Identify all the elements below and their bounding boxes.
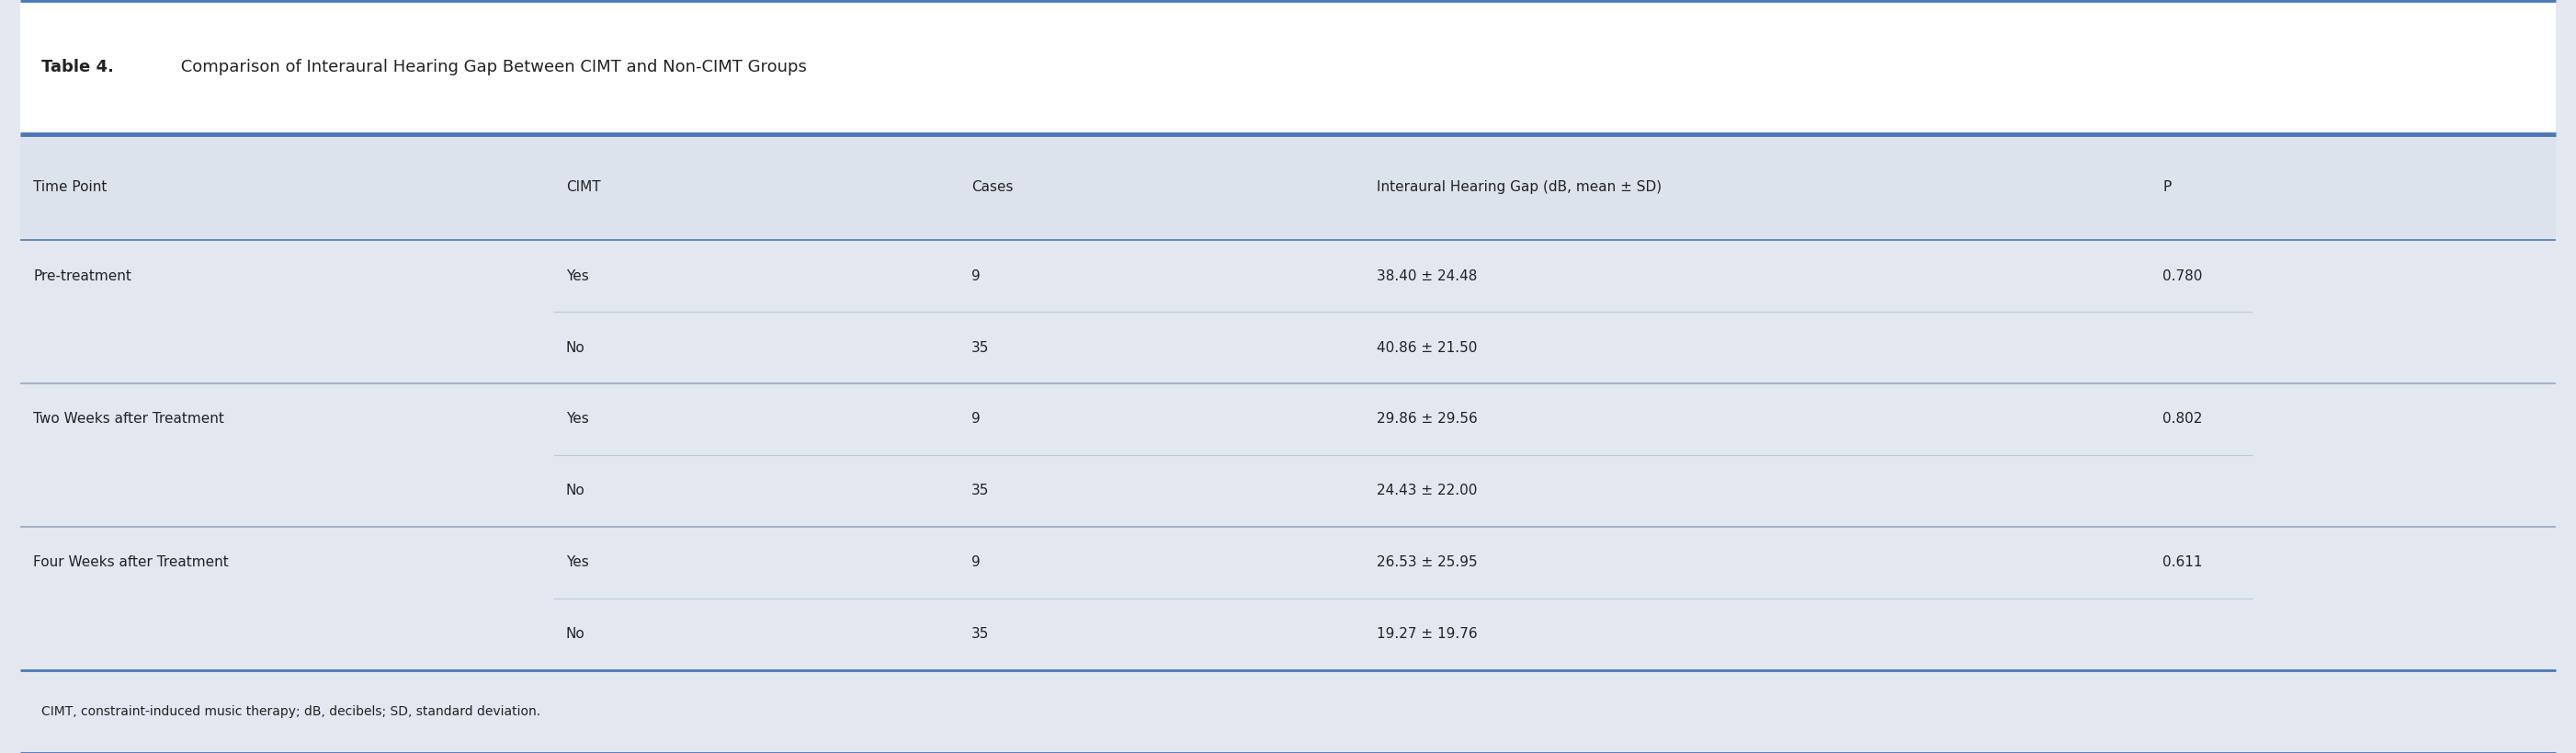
Text: 40.86 ± 21.50: 40.86 ± 21.50 xyxy=(1378,340,1479,355)
Text: Yes: Yes xyxy=(567,413,587,426)
Text: 0.780: 0.780 xyxy=(2164,269,2202,283)
Text: CIMT, constraint-induced music therapy; dB, decibels; SD, standard deviation.: CIMT, constraint-induced music therapy; … xyxy=(41,705,541,718)
Text: Yes: Yes xyxy=(567,556,587,569)
Text: No: No xyxy=(567,340,585,355)
Text: Yes: Yes xyxy=(567,269,587,283)
Text: No: No xyxy=(567,627,585,641)
Text: Comparison of Interaural Hearing Gap Between CIMT and Non-CIMT Groups: Comparison of Interaural Hearing Gap Bet… xyxy=(175,59,806,75)
Text: Time Point: Time Point xyxy=(33,180,108,194)
Text: 9: 9 xyxy=(971,413,981,426)
Text: CIMT: CIMT xyxy=(567,180,600,194)
Text: 9: 9 xyxy=(971,556,981,569)
Text: Two Weeks after Treatment: Two Weeks after Treatment xyxy=(33,413,224,426)
Text: 9: 9 xyxy=(971,269,981,283)
Text: 19.27 ± 19.76: 19.27 ± 19.76 xyxy=(1378,627,1479,641)
Text: 35: 35 xyxy=(971,627,989,641)
Text: Table 4.: Table 4. xyxy=(41,59,113,75)
Bar xyxy=(21,670,2555,753)
Text: 26.53 ± 25.95: 26.53 ± 25.95 xyxy=(1378,556,1479,569)
Bar xyxy=(21,134,2555,240)
Bar xyxy=(21,240,2555,670)
Text: Interaural Hearing Gap (dB, mean ± SD): Interaural Hearing Gap (dB, mean ± SD) xyxy=(1378,180,1662,194)
Bar xyxy=(21,0,2555,134)
Text: 38.40 ± 24.48: 38.40 ± 24.48 xyxy=(1378,269,1479,283)
Text: 35: 35 xyxy=(971,340,989,355)
Text: 0.802: 0.802 xyxy=(2164,413,2202,426)
Text: 0.611: 0.611 xyxy=(2164,556,2202,569)
Text: Pre-treatment: Pre-treatment xyxy=(33,269,131,283)
Text: Cases: Cases xyxy=(971,180,1012,194)
Text: No: No xyxy=(567,484,585,498)
Text: 29.86 ± 29.56: 29.86 ± 29.56 xyxy=(1378,413,1479,426)
Text: Four Weeks after Treatment: Four Weeks after Treatment xyxy=(33,556,229,569)
Text: P: P xyxy=(2164,180,2172,194)
Text: 35: 35 xyxy=(971,484,989,498)
Text: 24.43 ± 22.00: 24.43 ± 22.00 xyxy=(1378,484,1479,498)
